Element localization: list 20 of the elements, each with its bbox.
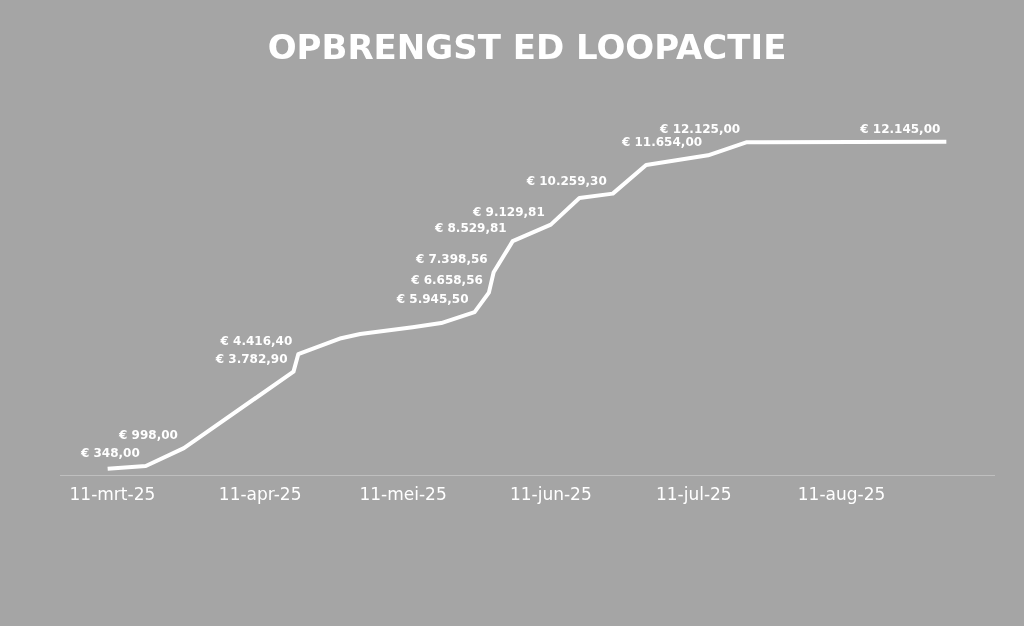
- x-tick-label: 11-jul-25: [655, 484, 732, 505]
- data-label: € 12.145,00: [859, 121, 941, 136]
- data-label: € 4.416,40: [219, 334, 293, 349]
- data-label: € 8.529,81: [433, 221, 507, 236]
- data-label: € 12.125,00: [659, 122, 741, 137]
- data-label: € 348,00: [79, 446, 140, 461]
- data-label: € 998,00: [118, 428, 178, 443]
- x-tick-label: 11-mrt-25: [69, 484, 156, 505]
- data-label: € 10.259,30: [525, 173, 607, 188]
- data-label: € 5.945,50: [395, 292, 469, 307]
- x-tick-label: 11-mei-25: [359, 484, 447, 505]
- data-label: € 11.654,00: [620, 135, 703, 150]
- data-label: € 3.782,90: [214, 351, 288, 366]
- data-label: € 9.129,81: [472, 204, 545, 219]
- data-label: € 7.398,56: [414, 252, 488, 267]
- data-label: € 6.658,56: [410, 272, 483, 287]
- x-tick-label: 11-jun-25: [509, 484, 592, 505]
- x-tick-label: 11-apr-25: [218, 484, 302, 505]
- x-tick-label: 11-aug-25: [797, 484, 886, 505]
- chart-title: OPBRENGST ED LOOPACTIE: [267, 27, 787, 68]
